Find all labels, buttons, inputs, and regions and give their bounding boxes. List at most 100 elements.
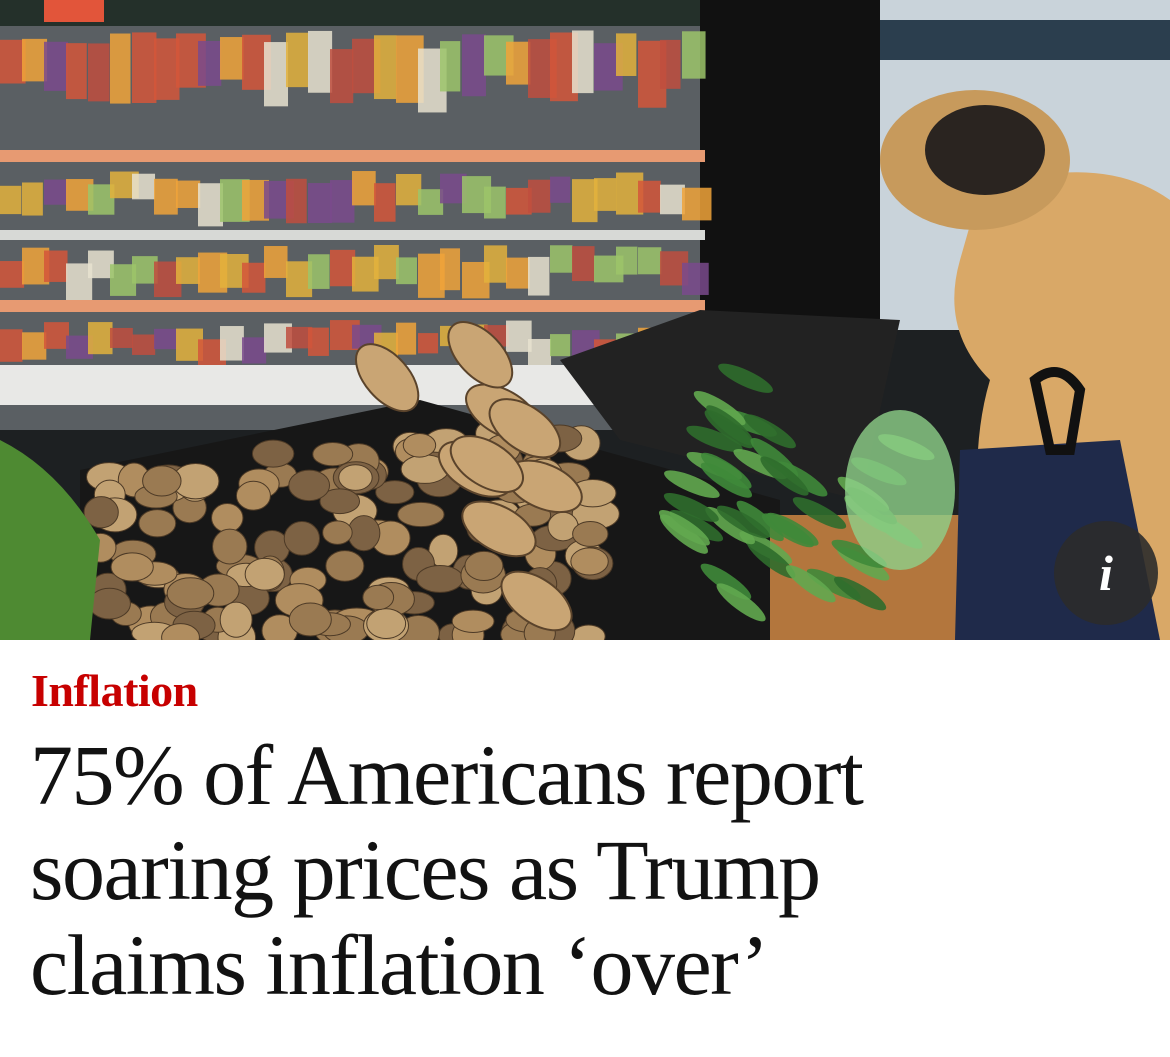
packaged-produce [66, 263, 93, 305]
headline-line: claims inflation ‘over’ [30, 917, 769, 1013]
packaged-produce [308, 327, 329, 356]
packaged-produce [506, 320, 532, 352]
packaged-produce [22, 182, 43, 216]
green-bean-bunch [663, 492, 719, 522]
packaged-produce [572, 246, 595, 282]
packaged-produce [44, 41, 69, 91]
packaged-produce [286, 32, 309, 88]
packaged-produce [286, 326, 313, 349]
packaged-produce [132, 256, 158, 284]
section-kicker[interactable]: Inflation [31, 665, 198, 716]
packaged-produce [308, 254, 330, 289]
shopper-hair [925, 105, 1045, 195]
green-bean-bunch [706, 405, 754, 446]
shelf-edge [0, 230, 705, 240]
green-bean-bunch [700, 563, 752, 600]
headline-line: 75% of Americans report [30, 727, 864, 823]
herbs [0, 440, 100, 640]
packaged-produce [396, 174, 422, 206]
packaged-produce [264, 42, 289, 107]
taro [244, 557, 285, 591]
taro [211, 502, 244, 533]
packaged-produce [110, 327, 133, 348]
packaged-produce [308, 183, 332, 224]
green-bean-bunch [736, 500, 784, 542]
bag-strap [1029, 367, 1086, 455]
info-button[interactable] [1054, 521, 1158, 625]
headline-line: soaring prices as Trump [30, 822, 821, 918]
packaged-produce [572, 30, 594, 94]
green-bean-bunch [743, 414, 796, 449]
packaged-produce [506, 187, 532, 215]
packaged-produce [132, 173, 156, 200]
taro-large [355, 343, 420, 413]
taro [88, 587, 131, 620]
packaged-produce [550, 245, 573, 273]
packaged-produce [22, 332, 47, 360]
packaged-produce [88, 184, 115, 215]
packaged-produce [198, 40, 222, 86]
store-sign [870, 20, 1170, 60]
taro [362, 584, 395, 611]
taro [110, 552, 154, 582]
packaged-produce [88, 250, 114, 279]
packaged-produce [198, 183, 223, 227]
taro [283, 521, 321, 556]
packaged-produce [44, 322, 69, 349]
taro [212, 528, 248, 565]
packaged-produce [308, 30, 333, 93]
greens-table [560, 310, 900, 500]
taro-large [447, 321, 514, 389]
packaged-produce [0, 261, 25, 288]
taro [288, 602, 332, 637]
packaged-produce [418, 189, 444, 215]
shelf-edge [0, 300, 705, 312]
taro [464, 550, 504, 582]
packaged-produce [66, 43, 87, 100]
packaged-produce [242, 337, 267, 364]
green-bean-bunch [701, 452, 752, 489]
packaged-produce [638, 180, 661, 213]
packaged-produce [220, 326, 244, 361]
taro [366, 608, 407, 639]
packaged-produce [660, 39, 681, 89]
packaged-produce [506, 257, 530, 289]
packaged-produce [110, 264, 137, 296]
green-bean-bunch [760, 456, 809, 496]
packaged-produce [44, 179, 69, 205]
taro [142, 465, 182, 497]
packaged-produce [44, 250, 68, 282]
packaged-produce [660, 184, 685, 215]
packaged-produce [286, 178, 307, 224]
packaged-produce [374, 245, 399, 280]
taro-large [461, 500, 537, 558]
packaged-produce [0, 185, 22, 215]
packaged-produce [550, 334, 571, 357]
packaged-produce [132, 32, 157, 103]
packaged-produce [0, 39, 26, 84]
green-bean-bunch [785, 565, 836, 603]
taro-large [449, 435, 524, 494]
green-bean-bunch [693, 390, 746, 426]
packaged-produce [374, 183, 396, 222]
packaged-produce [22, 38, 48, 82]
produce-sign [0, 0, 700, 26]
green-bean-bunch [792, 497, 847, 529]
green-bean-bunch [718, 363, 773, 393]
produce-bag [845, 410, 955, 570]
info-icon-label[interactable]: i [1099, 545, 1113, 601]
packaged-produce [594, 178, 617, 211]
packaged-produce [330, 180, 355, 223]
packaged-produce [220, 37, 244, 80]
packaged-produce [264, 246, 288, 278]
taro-large [488, 398, 562, 459]
packaged-produce [88, 322, 113, 355]
green-bean-bunch [664, 470, 720, 498]
shelf-items [0, 30, 712, 375]
shelf-edge [0, 150, 705, 162]
green-bean-bunch [686, 425, 743, 452]
taro [166, 577, 215, 610]
taro [251, 439, 295, 468]
packaged-produce [88, 43, 110, 102]
taro-large [500, 570, 573, 632]
